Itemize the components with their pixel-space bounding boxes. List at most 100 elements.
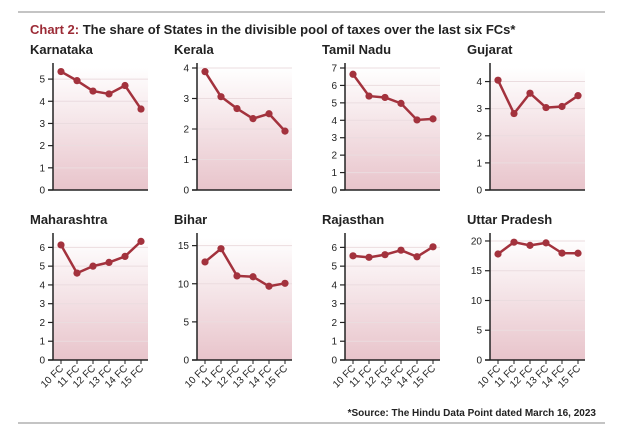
data-point xyxy=(137,237,145,245)
panel-title: Rajasthan xyxy=(322,212,384,227)
plot-background xyxy=(490,238,585,360)
y-tick-label: 1 xyxy=(476,158,482,169)
data-point xyxy=(233,104,241,113)
data-point xyxy=(558,249,566,257)
data-point xyxy=(121,252,129,260)
y-tick-label: 3 xyxy=(331,133,337,144)
data-point xyxy=(574,92,582,100)
data-point xyxy=(397,246,405,254)
panel-kerala: Kerala 0 1 2 3 4 xyxy=(174,42,292,197)
y-tick-label: 1 xyxy=(39,163,45,174)
y-tick-label: 15 xyxy=(178,241,190,252)
y-tick-label: 4 xyxy=(476,77,482,88)
data-point xyxy=(558,102,566,111)
y-tick-label: 4 xyxy=(39,280,45,291)
y-tick-label: 2 xyxy=(476,131,482,142)
data-point xyxy=(201,258,209,266)
series-line xyxy=(59,240,142,275)
y-tick-label: 2 xyxy=(39,318,45,329)
data-point xyxy=(349,70,357,78)
y-tick-label: 3 xyxy=(39,119,45,130)
data-point xyxy=(413,253,421,261)
chart-label: Chart 2: xyxy=(30,22,79,37)
data-point xyxy=(281,279,289,287)
y-tick-label: 5 xyxy=(39,75,45,86)
data-point xyxy=(381,251,389,259)
y-tick-label: 5 xyxy=(39,262,45,273)
y-tick-label: 5 xyxy=(331,98,337,109)
data-point xyxy=(365,253,373,261)
data-point xyxy=(121,81,129,90)
data-point xyxy=(510,109,518,118)
data-point xyxy=(89,262,97,270)
data-point xyxy=(217,93,225,101)
y-tick-label: 3 xyxy=(39,299,45,310)
panel-tamil-nadu: Tamil Nadu 0 1 2 3 4 5 6 7 xyxy=(322,42,440,197)
data-point xyxy=(233,272,241,280)
data-point xyxy=(510,238,518,246)
data-point xyxy=(542,103,550,112)
y-tick-label: 6 xyxy=(331,81,337,92)
data-point xyxy=(105,258,113,266)
data-point xyxy=(413,116,421,124)
data-point xyxy=(494,76,502,84)
y-tick-label: 1 xyxy=(183,155,189,166)
y-tick-label: 5 xyxy=(331,262,337,273)
chart-title: Chart 2: The share of States in the divi… xyxy=(30,22,516,37)
y-tick-label: 3 xyxy=(331,299,337,310)
source-note: *Source: The Hindu Data Point dated Marc… xyxy=(348,408,597,419)
data-point xyxy=(281,127,289,135)
data-point xyxy=(265,110,273,118)
chart-title-text: The share of States in the divisible poo… xyxy=(79,22,516,37)
y-tick-label: 1 xyxy=(331,168,337,179)
panel-title: Maharashtra xyxy=(30,212,108,227)
panel-title: Karnataka xyxy=(30,42,94,57)
y-tick-label: 4 xyxy=(331,280,337,291)
data-point xyxy=(381,93,389,102)
data-point xyxy=(397,99,405,107)
y-tick-label: 0 xyxy=(331,186,337,197)
y-tick-label: 10 xyxy=(471,296,483,307)
y-tick-label: 6 xyxy=(39,243,45,254)
y-tick-label: 3 xyxy=(476,104,482,115)
y-tick-label: 0 xyxy=(39,186,45,197)
plot-background xyxy=(345,68,440,190)
data-point xyxy=(265,282,273,290)
y-tick-label: 10 xyxy=(178,279,190,290)
data-point xyxy=(137,105,145,113)
data-point xyxy=(73,77,81,85)
plot-background xyxy=(197,238,292,360)
panel-title: Tamil Nadu xyxy=(322,42,391,57)
y-tick-label: 0 xyxy=(183,356,189,367)
data-point xyxy=(542,239,550,247)
data-point xyxy=(526,241,534,249)
data-point xyxy=(429,115,437,123)
panel-title: Bihar xyxy=(174,212,207,227)
data-point xyxy=(574,249,582,257)
y-tick-label: 7 xyxy=(331,64,337,75)
data-point xyxy=(249,273,257,281)
data-point xyxy=(73,269,81,277)
y-tick-label: 4 xyxy=(39,97,45,108)
data-point xyxy=(201,68,209,76)
y-tick-label: 5 xyxy=(476,326,482,337)
y-tick-label: 2 xyxy=(39,141,45,152)
data-point xyxy=(526,89,534,97)
y-tick-label: 4 xyxy=(331,116,337,127)
y-tick-label: 4 xyxy=(183,64,189,75)
y-tick-label: 1 xyxy=(39,337,45,348)
data-point xyxy=(217,245,225,253)
data-point xyxy=(57,67,65,76)
y-tick-label: 3 xyxy=(183,94,189,105)
data-point xyxy=(249,115,257,123)
series-line xyxy=(203,70,286,132)
panel-title: Kerala xyxy=(174,42,215,57)
data-point xyxy=(429,243,437,251)
panel-title: Uttar Pradesh xyxy=(467,212,552,227)
plot-background xyxy=(53,68,148,190)
